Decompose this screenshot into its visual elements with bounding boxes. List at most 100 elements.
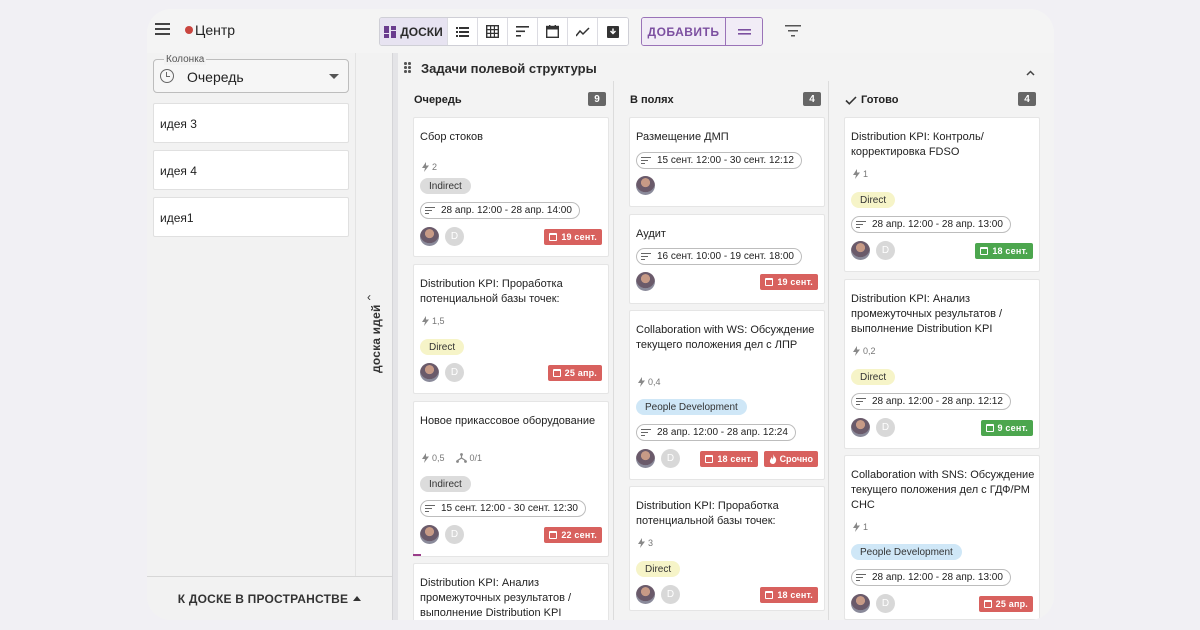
bolt-icon <box>853 169 860 179</box>
card-due-badge: 18 сент. <box>975 243 1033 259</box>
view-calendar-button[interactable] <box>538 18 568 45</box>
add-options-button[interactable] <box>726 18 762 45</box>
avatar[interactable] <box>636 176 655 195</box>
idea-item[interactable]: идея 4 <box>153 150 349 190</box>
to-space-board-button[interactable]: К ДОСКЕ В ПРОСТРАНСТВЕ <box>147 576 392 620</box>
card-date-range: 16 сент. 10:00 - 19 сент. 18:00 <box>636 248 802 265</box>
avatar[interactable] <box>420 227 439 246</box>
bolt-icon <box>422 453 429 463</box>
avatar[interactable] <box>636 272 655 291</box>
card-tag: People Development <box>636 399 747 415</box>
range-lines-icon <box>641 253 651 261</box>
card-assignees: D <box>636 585 680 604</box>
column-select[interactable]: Колонка Очередь <box>153 54 349 93</box>
task-card[interactable]: Сбор стоков 2 Indirect 28 апр. 12:00 - 2… <box>413 117 609 257</box>
card-title: Новое прикассовое оборудование <box>420 415 596 427</box>
card-due-badge: 18 сент. <box>700 451 758 467</box>
card-assignees: D <box>851 594 895 613</box>
avatar[interactable] <box>851 418 870 437</box>
card-assignees: D <box>420 525 464 544</box>
task-card[interactable]: Collaboration with SNS: Обсуждение текущ… <box>844 455 1040 620</box>
drag-handle-icon[interactable] <box>404 62 412 74</box>
filter-icon[interactable] <box>785 24 803 38</box>
card-title: Distribution KPI: Анализ промежуточных р… <box>420 577 572 619</box>
calendar-icon <box>980 247 989 255</box>
card-title: Distribution KPI: Контроль/корректировка… <box>851 131 984 158</box>
view-boards-button[interactable]: ДОСКИ <box>380 18 448 45</box>
avatar[interactable]: D <box>661 585 680 604</box>
task-card[interactable]: Distribution KPI: Анализ промежуточных р… <box>413 563 609 620</box>
card-due-badge: 19 сент. <box>544 229 602 245</box>
card-title: Collaboration with SNS: Обсуждение текущ… <box>851 469 1035 511</box>
ideas-rail-label: доска идей <box>369 304 383 373</box>
avatar[interactable] <box>420 525 439 544</box>
ideas-rail[interactable] <box>355 53 392 576</box>
calendar-icon <box>985 424 994 432</box>
task-card[interactable]: Distribution KPI: Анализ промежуточных р… <box>844 279 1040 449</box>
archive-icon <box>607 25 619 38</box>
avatar[interactable]: D <box>445 227 464 246</box>
space-title-text: Центр <box>195 22 236 38</box>
card-title: Distribution KPI: Проработка потенциальн… <box>636 500 779 527</box>
menu-icon[interactable] <box>155 21 173 37</box>
view-switcher: ДОСКИ <box>379 17 629 46</box>
column-count: 4 <box>1018 92 1036 106</box>
add-button[interactable]: ДОБАВИТЬ <box>642 18 726 45</box>
avatar[interactable] <box>636 449 655 468</box>
column-select-value: Очередь <box>187 69 244 85</box>
column-count: 4 <box>803 92 821 106</box>
bolt-icon <box>638 538 645 548</box>
chevron-left-icon[interactable]: ‹ <box>367 290 371 304</box>
idea-item[interactable]: идея1 <box>153 197 349 237</box>
avatar[interactable]: D <box>876 418 895 437</box>
urgent-badge: Срочно <box>763 451 818 467</box>
card-effort: 2 <box>422 162 437 172</box>
chevron-up-icon[interactable] <box>1026 63 1035 76</box>
card-tag: Indirect <box>420 178 471 194</box>
avatar[interactable]: D <box>876 594 895 613</box>
card-due-badge: 9 сент. <box>980 420 1033 436</box>
task-card[interactable]: Размещение ДМП 15 сент. 12:00 - 30 сент.… <box>629 117 825 207</box>
clock-icon <box>160 69 174 83</box>
task-card[interactable]: Новое прикассовое оборудование 0,5 0/1 I… <box>413 401 609 557</box>
card-date-range: 28 апр. 12:00 - 28 апр. 14:00 <box>420 202 580 219</box>
avatar[interactable]: D <box>445 525 464 544</box>
card-due-badge: 25 апр. <box>547 365 602 381</box>
card-due-badge: 18 сент. <box>760 587 818 603</box>
avatar[interactable]: D <box>661 449 680 468</box>
view-list-button[interactable] <box>448 18 478 45</box>
avatar[interactable]: D <box>445 363 464 382</box>
card-title: Collaboration with WS: Обсуждение текуще… <box>636 324 815 351</box>
calendar-icon <box>552 369 561 377</box>
task-card[interactable]: Distribution KPI: Проработка потенциальн… <box>413 264 609 394</box>
panel-divider[interactable] <box>392 53 398 620</box>
column-title: Очередь <box>414 94 462 106</box>
card-tag: Direct <box>636 561 681 577</box>
column-in-field: В полях 4 Размещение ДМП 15 сент. 12:00 … <box>613 81 827 620</box>
column-select-label: Колонка <box>164 54 207 65</box>
card-effort: 0,4 <box>638 377 661 387</box>
card-effort: 3 <box>638 538 653 548</box>
avatar[interactable] <box>420 363 439 382</box>
view-chart-button[interactable] <box>568 18 598 45</box>
boards-icon <box>384 25 397 38</box>
avatar[interactable] <box>851 594 870 613</box>
task-card[interactable]: Distribution KPI: Контроль/корректировка… <box>844 117 1040 272</box>
avatar[interactable] <box>636 585 655 604</box>
card-due-badge: 25 апр. <box>978 596 1033 612</box>
view-gantt-button[interactable] <box>508 18 538 45</box>
view-archive-button[interactable] <box>598 18 628 45</box>
task-card[interactable]: Аудит 16 сент. 10:00 - 19 сент. 18:00 19… <box>629 214 825 304</box>
card-effort: 1 <box>853 522 868 532</box>
space-title[interactable]: Центр <box>185 22 235 38</box>
idea-item[interactable]: идея 3 <box>153 103 349 143</box>
task-card[interactable]: Collaboration with WS: Обсуждение текуще… <box>629 310 825 480</box>
task-card[interactable]: Distribution KPI: Проработка потенциальн… <box>629 486 825 611</box>
range-lines-icon <box>425 505 435 513</box>
avatar[interactable]: D <box>876 241 895 260</box>
avatar[interactable] <box>851 241 870 260</box>
top-bar: Центр ДОСКИ <box>147 9 1054 53</box>
chart-line-icon <box>575 26 590 36</box>
column-title: Готово <box>845 94 898 106</box>
view-table-button[interactable] <box>478 18 508 45</box>
